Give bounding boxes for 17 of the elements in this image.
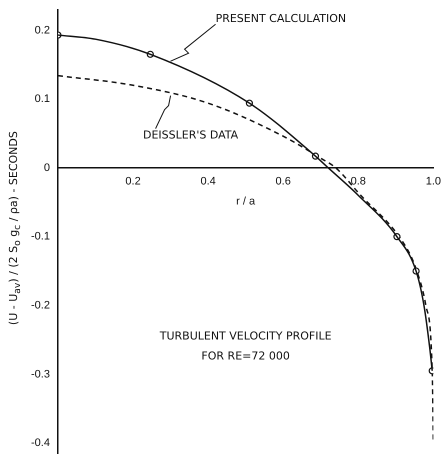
y-tick-label: 0.2 bbox=[34, 24, 50, 36]
x-tick-label: 0.6 bbox=[276, 175, 291, 188]
annotation: TURBULENT VELOCITY PROFILE bbox=[158, 329, 332, 342]
y-tick-label: -0.1 bbox=[30, 230, 50, 243]
y-tick-label: 0.1 bbox=[34, 93, 50, 106]
y-tick-label: 0 bbox=[44, 162, 50, 174]
y-tick-label: -0.2 bbox=[30, 300, 50, 312]
x-tick-label: 1.0 bbox=[426, 175, 442, 188]
x-tick-label: 0.8 bbox=[350, 175, 366, 188]
x-tick-label: 0.4 bbox=[200, 175, 216, 188]
x-tick-label: 0.2 bbox=[125, 175, 141, 188]
y-tick-label: -0.3 bbox=[30, 368, 50, 380]
y-tick-label: -0.4 bbox=[30, 437, 50, 450]
annotation: PRESENT CALCULATION bbox=[216, 12, 346, 26]
annotation: DEISSLER'S DATA bbox=[142, 128, 239, 142]
x-axis-title: r / a bbox=[236, 196, 256, 208]
annotation: FOR RE=72 000 bbox=[201, 349, 290, 362]
